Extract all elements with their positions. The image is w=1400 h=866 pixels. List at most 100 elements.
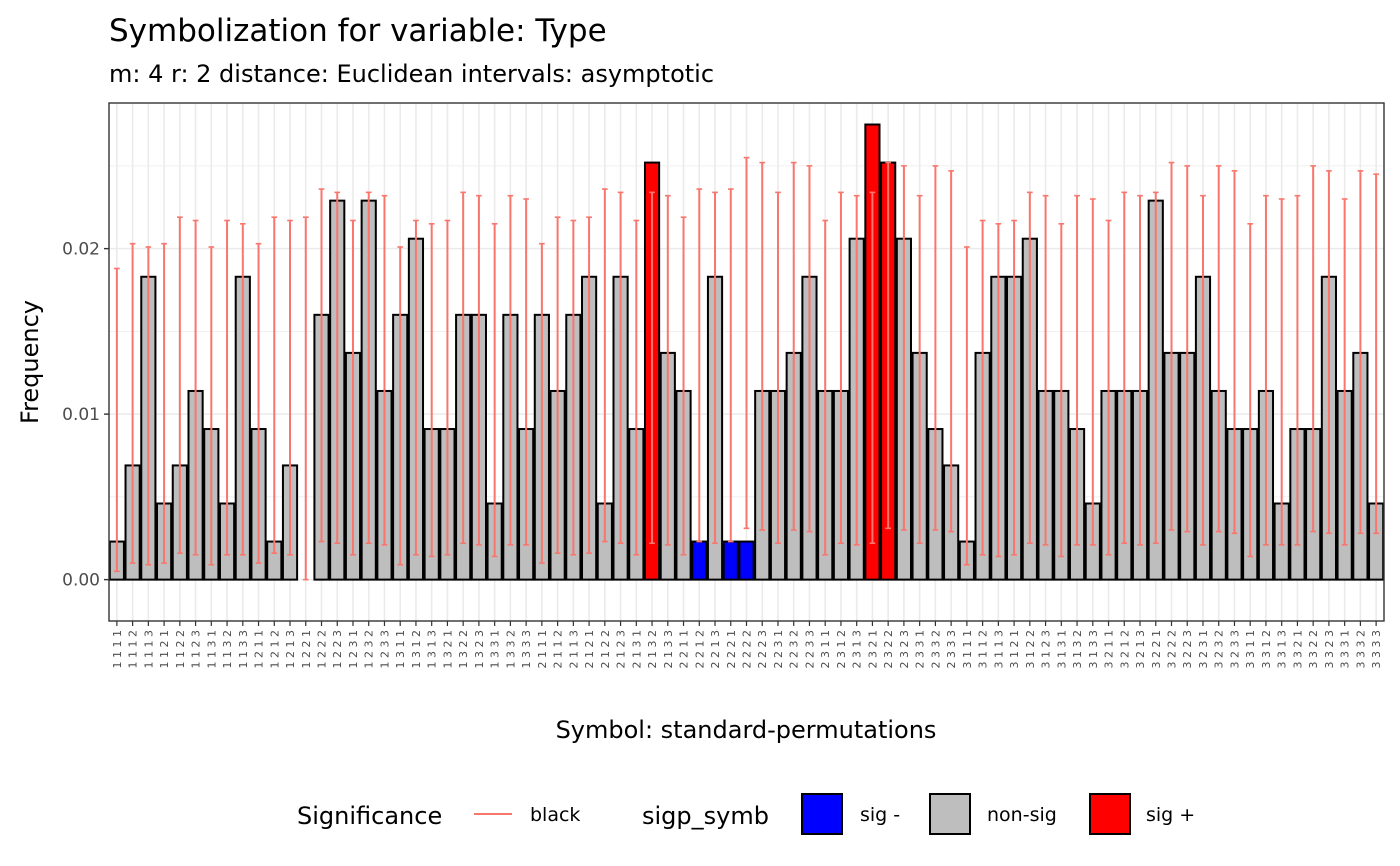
legend-key-sig-plus [1089, 793, 1131, 835]
chart-title: Symbolization for variable: Type [109, 13, 607, 49]
x-tick-label: 1 2 3 2 [363, 630, 376, 668]
x-tick-label: 2 1 1 2 [552, 630, 565, 668]
x-tick-label: 1 1 3 3 [237, 630, 250, 668]
x-tick-label: 1 1 2 3 [190, 630, 203, 668]
x-tick-label: 3 3 3 3 [1370, 630, 1383, 668]
x-tick-label: 2 1 3 3 [662, 630, 675, 668]
x-tick-label: 1 3 2 3 [473, 630, 486, 668]
x-tick-label: 1 2 2 1 [300, 630, 313, 668]
x-tick-label: 3 3 2 1 [1291, 630, 1304, 668]
y-axis: 0.00 0.01 0.02 [62, 240, 109, 591]
y-tick-label: 0.02 [62, 240, 100, 260]
legend-key-sig-minus [801, 793, 843, 835]
x-tick-label: 2 2 2 2 [741, 630, 754, 668]
x-tick-label: 2 2 2 3 [756, 630, 769, 668]
x-tick-label: 1 2 1 1 [253, 630, 266, 668]
x-tick-label: 3 2 2 1 [1150, 630, 1163, 668]
x-tick-label: 1 1 2 2 [174, 630, 187, 668]
x-tick-label: 3 1 1 2 [977, 630, 990, 668]
x-tick-label: 2 2 3 3 [803, 630, 816, 668]
x-tick-label: 2 2 3 2 [788, 630, 801, 668]
x-tick-label: 1 3 3 3 [520, 630, 533, 668]
x-tick-label: 1 3 3 1 [489, 630, 502, 668]
x-tick-label: 2 2 1 3 [709, 630, 722, 668]
legend-label-sig-minus: sig - [860, 804, 900, 826]
x-tick-label: 3 1 3 2 [1071, 630, 1084, 668]
x-tick-label: 3 2 1 3 [1134, 630, 1147, 668]
x-tick-label: 2 2 3 1 [772, 630, 785, 668]
x-tick-label: 1 1 3 1 [205, 630, 218, 668]
x-tick-label: 2 3 3 3 [945, 630, 958, 668]
x-tick-label: 1 2 2 3 [331, 630, 344, 668]
bar [691, 540, 708, 581]
x-tick-label: 2 3 1 2 [835, 630, 848, 668]
x-tick-label: 3 2 1 2 [1118, 630, 1131, 668]
bar [722, 540, 739, 581]
x-tick-label: 1 3 3 2 [504, 630, 517, 668]
chart-subtitle: m: 4 r: 2 distance: Euclidean intervals:… [109, 60, 714, 88]
x-tick-label: 2 3 1 1 [819, 630, 832, 668]
x-tick-label: 2 3 2 2 [882, 630, 895, 668]
x-tick-label: 2 1 3 1 [630, 630, 643, 668]
x-tick-label: 3 3 1 1 [1244, 630, 1257, 668]
x-tick-label: 1 1 1 3 [142, 630, 155, 668]
y-tick-label: 0.01 [62, 405, 100, 425]
legend-sigp-title: sigp_symb [642, 802, 769, 830]
x-tick-label: 3 1 3 3 [1087, 630, 1100, 668]
x-tick-label: 1 2 2 2 [316, 630, 329, 668]
x-tick-label: 1 3 1 2 [410, 630, 423, 668]
x-tick-label: 1 3 1 3 [426, 630, 439, 668]
x-tick-label: 3 3 3 2 [1354, 630, 1367, 668]
x-tick-label: 3 2 1 1 [1103, 630, 1116, 668]
x-tick-label: 1 2 1 2 [268, 630, 281, 668]
x-tick-label: 3 2 2 2 [1166, 630, 1179, 668]
x-tick-label: 1 3 1 1 [394, 630, 407, 668]
x-tick-label: 2 1 2 3 [615, 630, 628, 668]
x-tick-label: 3 1 1 1 [961, 630, 974, 668]
x-tick-label: 3 1 2 2 [1024, 630, 1037, 668]
legend-significance-entry: black [530, 804, 580, 826]
x-tick-label: 1 1 1 1 [111, 630, 124, 668]
legend-label-sig-plus: sig + [1146, 804, 1195, 826]
x-tick-label: 2 3 2 3 [898, 630, 911, 668]
y-axis-title: Frequency [16, 300, 44, 424]
x-tick-label: 2 1 1 1 [536, 630, 549, 668]
x-tick-label: 1 2 3 1 [347, 630, 360, 668]
x-tick-label: 3 3 3 1 [1339, 630, 1352, 668]
x-tick-label: 2 1 2 1 [583, 630, 596, 668]
x-tick-label: 1 3 2 1 [441, 630, 454, 668]
bar [738, 540, 755, 581]
x-tick-label: 1 2 1 3 [284, 630, 297, 668]
x-tick-label: 1 1 1 2 [127, 630, 140, 668]
x-tick-label: 2 3 2 1 [866, 630, 879, 668]
x-tick-label: 2 3 3 2 [929, 630, 942, 668]
x-tick-label: 2 1 2 2 [599, 630, 612, 668]
x-tick-label: 1 1 3 2 [221, 630, 234, 668]
x-tick-label: 1 2 3 3 [378, 630, 391, 668]
x-tick-label: 3 1 3 1 [1055, 630, 1068, 668]
x-tick-label: 3 1 1 3 [992, 630, 1005, 668]
x-tick-label: 2 2 1 1 [678, 630, 691, 668]
x-tick-label: 3 3 2 3 [1323, 630, 1336, 668]
x-tick-label: 3 3 1 2 [1260, 630, 1273, 668]
error-bars [114, 156, 1379, 581]
x-tick-label: 1 1 2 1 [158, 630, 171, 668]
x-axis-title: Symbol: standard-permutations [556, 716, 937, 744]
x-tick-label: 3 3 1 3 [1276, 630, 1289, 668]
x-tick-label: 2 2 2 1 [725, 630, 738, 668]
x-tick-label: 2 1 1 3 [567, 630, 580, 668]
x-tick-label: 2 2 1 2 [693, 630, 706, 668]
x-tick-label: 2 3 3 1 [914, 630, 927, 668]
legend-significance-title: Significance [297, 802, 442, 830]
legend-key-non-sig [929, 793, 971, 835]
x-tick-label: 3 1 2 1 [1008, 630, 1021, 668]
x-tick-label: 3 2 3 3 [1228, 630, 1241, 668]
x-tick-label: 3 1 2 3 [1040, 630, 1053, 668]
x-tick-label: 2 1 3 2 [646, 630, 659, 668]
x-tick-label: 2 3 1 3 [851, 630, 864, 668]
x-tick-label: 3 2 2 3 [1181, 630, 1194, 668]
x-tick-label: 3 2 3 1 [1197, 630, 1210, 668]
x-tick-label: 1 3 2 2 [457, 630, 470, 668]
